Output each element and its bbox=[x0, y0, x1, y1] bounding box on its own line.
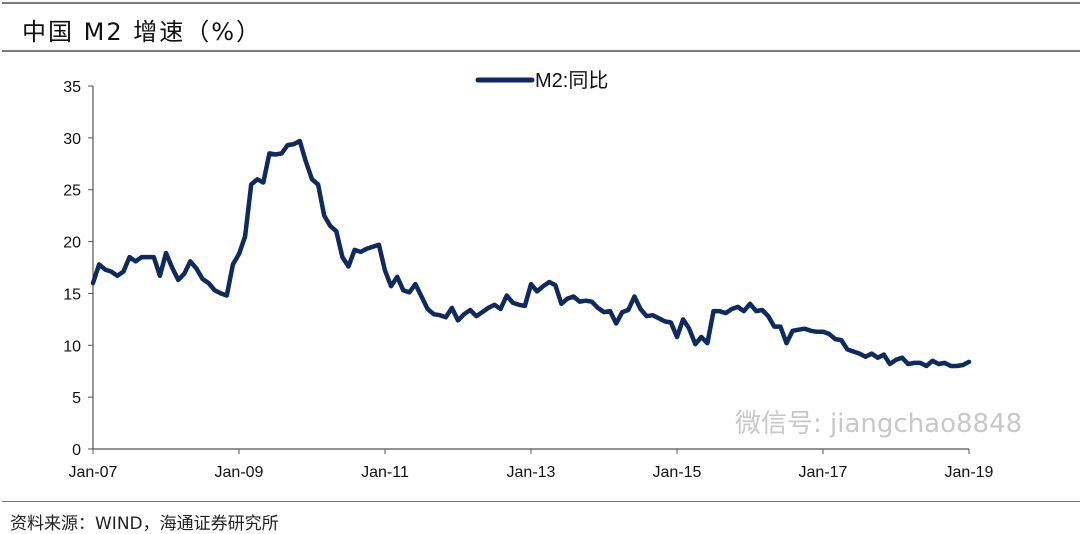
chart-title: 中国 M2 增速（%） bbox=[22, 18, 263, 46]
bottom-rule bbox=[2, 501, 1080, 502]
x-tick-label: Jan-17 bbox=[799, 464, 848, 481]
top-rule bbox=[2, 2, 1080, 4]
legend-label: M2:同比 bbox=[535, 69, 608, 92]
source-note: 资料来源：WIND，海通证券研究所 bbox=[10, 514, 279, 534]
series-line-m2 bbox=[90, 138, 972, 369]
x-tick-label: Jan-11 bbox=[361, 464, 409, 481]
watermark: 微信号: jiangchao8848 bbox=[735, 409, 1022, 439]
x-tick-label: Jan-07 bbox=[69, 464, 118, 481]
y-tick-label: 5 bbox=[72, 390, 81, 407]
y-tick-label: 35 bbox=[63, 79, 81, 96]
title-rule bbox=[2, 50, 1080, 52]
y-tick-label: 15 bbox=[63, 286, 81, 303]
x-tick-label: Jan-09 bbox=[215, 464, 264, 481]
y-tick-label: 30 bbox=[63, 131, 81, 148]
y-tick-label: 25 bbox=[63, 183, 81, 200]
y-tick-label: 20 bbox=[63, 235, 81, 252]
x-tick-label: Jan-13 bbox=[507, 464, 556, 481]
x-tick-label: Jan-15 bbox=[653, 464, 702, 481]
x-tick-label: Jan-19 bbox=[945, 464, 994, 481]
y-tick-label: 0 bbox=[72, 442, 81, 459]
y-tick-label: 10 bbox=[63, 338, 81, 355]
